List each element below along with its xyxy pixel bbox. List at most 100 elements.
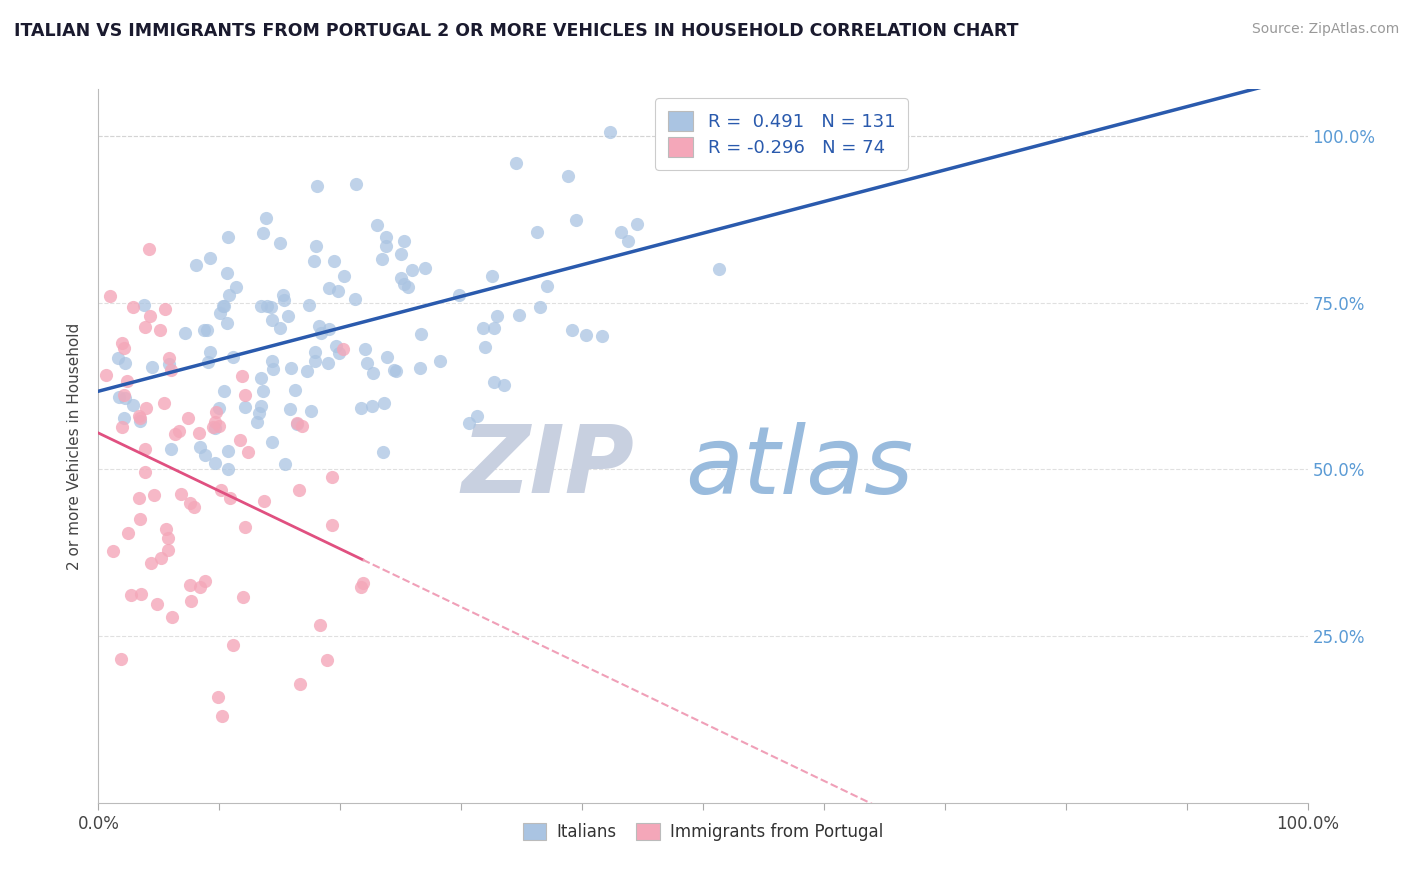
Point xyxy=(111,336,134,351)
Point xyxy=(308,318,330,333)
Point xyxy=(204,456,226,470)
Point xyxy=(333,269,356,284)
Text: atlas: atlas xyxy=(685,422,912,513)
Point xyxy=(536,279,558,293)
Point xyxy=(232,590,254,604)
Point xyxy=(287,417,309,432)
Point xyxy=(269,235,291,250)
Point xyxy=(352,575,374,590)
Point xyxy=(561,323,583,337)
Point xyxy=(205,405,228,419)
Point xyxy=(652,147,675,161)
Point xyxy=(249,371,271,385)
Point xyxy=(302,253,325,268)
Point xyxy=(211,483,233,497)
Point xyxy=(209,306,232,320)
Point xyxy=(141,360,163,375)
Point xyxy=(179,496,201,510)
Point xyxy=(254,211,277,226)
Point xyxy=(194,574,217,588)
Point xyxy=(212,299,235,313)
Point xyxy=(610,225,633,239)
Point xyxy=(252,384,274,398)
Point xyxy=(389,271,412,285)
Point xyxy=(139,556,162,570)
Point xyxy=(262,353,284,368)
Point xyxy=(253,494,276,508)
Point xyxy=(360,399,382,413)
Point xyxy=(321,518,343,533)
Point xyxy=(229,434,252,448)
Point xyxy=(396,280,419,294)
Legend: Italians, Immigrants from Portugal: Italians, Immigrants from Portugal xyxy=(516,816,890,848)
Point xyxy=(201,420,224,434)
Point xyxy=(157,357,180,371)
Point xyxy=(211,709,233,723)
Point xyxy=(108,390,131,404)
Point xyxy=(304,344,326,359)
Point xyxy=(413,260,436,275)
Point xyxy=(195,323,218,337)
Point xyxy=(208,419,231,434)
Point xyxy=(350,401,373,416)
Point xyxy=(212,384,235,399)
Point xyxy=(150,550,173,565)
Point xyxy=(128,409,150,423)
Point xyxy=(350,580,373,594)
Point xyxy=(262,313,284,327)
Point xyxy=(375,239,398,253)
Point xyxy=(193,323,215,337)
Point xyxy=(198,251,221,265)
Point xyxy=(575,328,598,343)
Point xyxy=(373,395,395,409)
Point xyxy=(222,350,245,364)
Point xyxy=(128,491,150,505)
Point xyxy=(238,445,260,459)
Point xyxy=(557,169,579,184)
Point xyxy=(114,356,136,370)
Point xyxy=(207,690,229,704)
Point xyxy=(389,246,412,260)
Point xyxy=(316,356,339,370)
Point xyxy=(328,346,350,360)
Point xyxy=(287,416,309,430)
Point xyxy=(290,418,312,433)
Point xyxy=(277,309,299,323)
Point xyxy=(218,491,240,505)
Point xyxy=(135,401,157,415)
Point xyxy=(529,300,551,314)
Point xyxy=(198,344,221,359)
Point xyxy=(298,298,321,312)
Point xyxy=(309,617,332,632)
Point xyxy=(492,377,515,392)
Point xyxy=(115,375,138,389)
Text: ITALIAN VS IMMIGRANTS FROM PORTUGAL 2 OR MORE VEHICLES IN HOUSEHOLD CORRELATION : ITALIAN VS IMMIGRANTS FROM PORTUGAL 2 OR… xyxy=(14,22,1018,40)
Point xyxy=(132,298,155,312)
Text: Source: ZipAtlas.com: Source: ZipAtlas.com xyxy=(1251,22,1399,37)
Point xyxy=(188,425,211,440)
Point xyxy=(366,218,388,232)
Point xyxy=(373,445,395,459)
Point xyxy=(112,388,135,402)
Point xyxy=(508,309,530,323)
Point xyxy=(256,299,278,313)
Point xyxy=(322,253,344,268)
Point xyxy=(94,368,117,382)
Point xyxy=(484,375,506,389)
Point xyxy=(204,415,226,429)
Point xyxy=(156,531,179,545)
Point xyxy=(179,578,201,592)
Text: ZIP: ZIP xyxy=(461,421,634,514)
Point xyxy=(235,388,257,402)
Point xyxy=(204,421,226,435)
Point xyxy=(174,326,197,341)
Point xyxy=(165,427,187,442)
Point xyxy=(384,364,406,378)
Point xyxy=(250,399,273,413)
Point xyxy=(212,299,235,313)
Point xyxy=(325,339,347,353)
Point xyxy=(249,299,271,313)
Point xyxy=(146,597,169,611)
Point xyxy=(273,293,295,307)
Point xyxy=(482,321,505,335)
